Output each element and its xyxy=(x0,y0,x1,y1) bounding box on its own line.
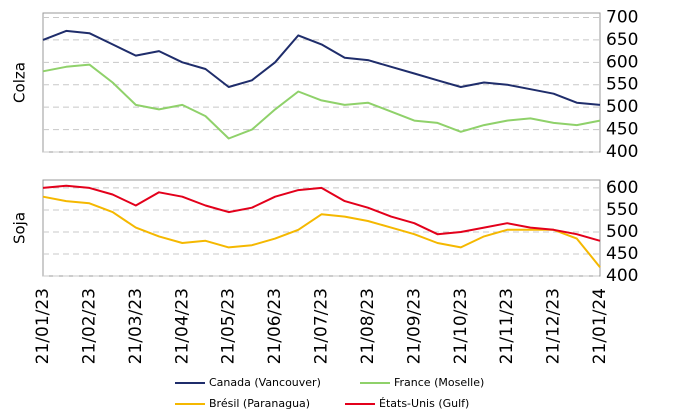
legend-label: France (Moselle) xyxy=(394,376,484,389)
y-tick-label: 600 xyxy=(606,178,638,198)
panel-label: Soja xyxy=(11,212,29,244)
x-tick-label: 21/01/23 xyxy=(33,288,53,364)
series-line xyxy=(42,63,601,140)
y-tick-label: 450 xyxy=(606,244,638,264)
x-tick-label: 21/01/24 xyxy=(590,288,610,364)
x-tick-label: 21/12/23 xyxy=(544,288,564,364)
y-tick-label: 500 xyxy=(606,222,638,242)
y-tick-label: 550 xyxy=(606,75,638,95)
y-tick-label: 450 xyxy=(606,120,638,140)
x-tick-label: 21/08/23 xyxy=(358,288,378,364)
y-tick-label: 650 xyxy=(606,30,638,50)
legend-label: États-Unis (Gulf) xyxy=(379,397,469,410)
x-tick-label: 21/06/23 xyxy=(265,288,285,364)
y-tick-label: 600 xyxy=(606,52,638,72)
legend-label: Brésil (Paranagua) xyxy=(209,397,310,410)
y-tick-label: 700 xyxy=(606,7,638,27)
y-tick-label: 550 xyxy=(606,200,638,220)
x-tick-label: 21/11/23 xyxy=(497,288,517,364)
series-line xyxy=(42,184,601,242)
series-line xyxy=(42,29,601,106)
x-tick-label: 21/04/23 xyxy=(172,288,192,364)
y-tick-label: 400 xyxy=(606,266,638,286)
y-tick-label: 500 xyxy=(606,97,638,117)
legend-label: Canada (Vancouver) xyxy=(209,376,321,389)
series-line xyxy=(42,195,601,268)
plot-frame xyxy=(42,179,601,277)
plot-frame xyxy=(42,12,601,153)
x-tick-label: 21/05/23 xyxy=(219,288,239,364)
x-tick-label: 21/03/23 xyxy=(126,288,146,364)
x-tick-label: 21/07/23 xyxy=(312,288,332,364)
x-tick-label: 21/10/23 xyxy=(451,288,471,364)
y-tick-label: 400 xyxy=(606,142,638,162)
x-tick-label: 21/02/23 xyxy=(79,288,99,364)
panel-label: Colza xyxy=(11,62,29,103)
x-tick-label: 21/09/23 xyxy=(404,288,424,364)
